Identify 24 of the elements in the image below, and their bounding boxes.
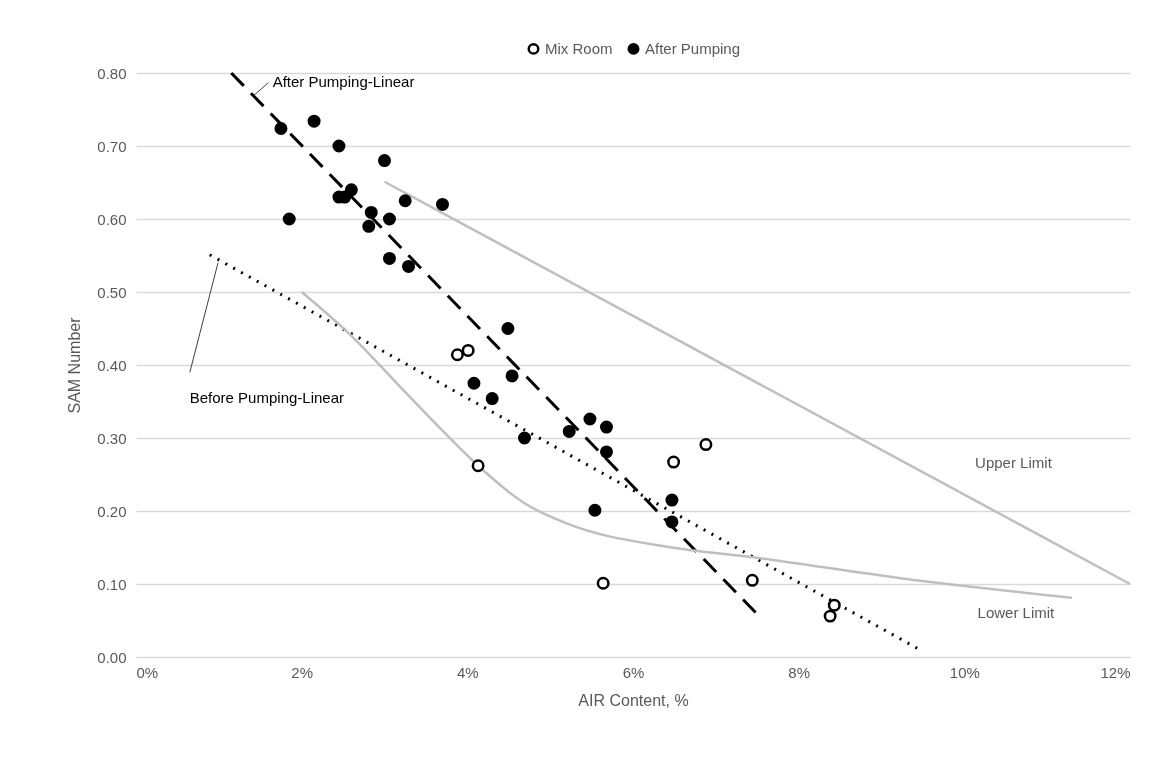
x-tick-label: 6% [622, 663, 645, 681]
x-axis-title: AIR Content, % [578, 691, 689, 709]
y-tick-label: 0.10 [97, 575, 127, 593]
y-tick-label: 0.80 [97, 64, 127, 82]
x-tick-label: 0% [136, 663, 159, 681]
y-tick-label: 0.60 [97, 210, 127, 228]
text: Before Pumping-Linear [189, 388, 345, 406]
y-tick-label: 0.40 [97, 356, 127, 374]
x-tick-label: 2% [291, 663, 314, 681]
x-tick-label: 10% [949, 663, 980, 681]
legend-label: Mix Room [545, 39, 613, 57]
y-tick-label: 0.30 [97, 429, 127, 447]
y-tick-label: 0.20 [97, 502, 127, 520]
series-label: Upper Limit [975, 453, 1053, 471]
series-label: Lower Limit [977, 604, 1056, 622]
y-tick-label: 0.50 [97, 283, 127, 301]
y-tick-label: 0.70 [97, 137, 127, 155]
x-tick-label: 12% [1100, 663, 1131, 681]
legend-label: After Pumping [645, 39, 741, 57]
y-axis-title: SAM Number [66, 316, 84, 414]
y-tick-label: 0.00 [97, 648, 127, 666]
x-tick-label: 4% [456, 663, 479, 681]
series-label: After Pumping-Linear [272, 72, 415, 90]
x-tick-label: 8% [788, 663, 811, 681]
